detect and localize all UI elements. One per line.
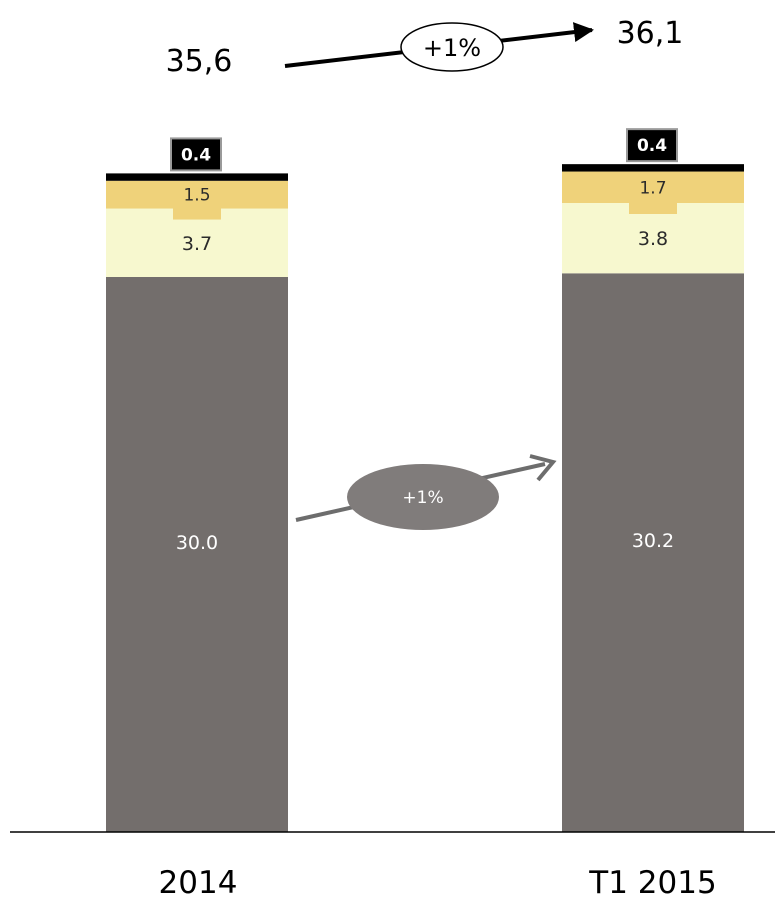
bars-layer: [106, 164, 744, 832]
segment-label-bg-t1-2015-3: [629, 175, 677, 214]
segment-label-t1-2015-4: 0.4: [637, 136, 667, 156]
segment-label-2014-3: 1.5: [183, 186, 210, 206]
bar-segment-t1-2015-4: [562, 164, 744, 172]
segment-label-box-t1-2015-4: [626, 128, 678, 163]
segment-label-2014-1: 30.0: [176, 532, 218, 554]
bar-segment-t1-2015-1: [562, 273, 744, 832]
total-label-2014: 35,6: [166, 44, 233, 79]
base-change-arrowhead: [529, 454, 557, 482]
base-change-bubble: [347, 464, 499, 530]
segment-label-2014-4: 0.4: [181, 145, 211, 165]
bar-segment-2014-4: [106, 173, 288, 181]
bar-segment-2014-1: [106, 277, 288, 832]
segment-label-t1-2015-3: 1.7: [639, 178, 666, 198]
base-change-label: +1%: [402, 488, 443, 508]
segment-label-box-2014-4: [170, 137, 222, 172]
segment-labels-layer: 30.0 3.7 1.5 0.4 30.2 3.8 1.7 0.4: [170, 128, 678, 554]
segment-label-t1-2015-2: 3.8: [638, 228, 668, 250]
segment-label-bg-2014-3: [173, 184, 221, 220]
category-label-2014: 2014: [159, 865, 238, 901]
total-change-label: +1%: [423, 34, 481, 62]
bar-segment-2014-2: [106, 208, 288, 277]
segment-label-t1-2015-1: 30.2: [632, 530, 674, 552]
bar-segment-t1-2015-2: [562, 203, 744, 274]
segment-label-2014-2: 3.7: [182, 233, 212, 255]
category-label-t1-2015: T1 2015: [588, 865, 716, 901]
total-label-t1-2015: 36,1: [617, 16, 684, 51]
total-change-bubble: [400, 22, 504, 72]
